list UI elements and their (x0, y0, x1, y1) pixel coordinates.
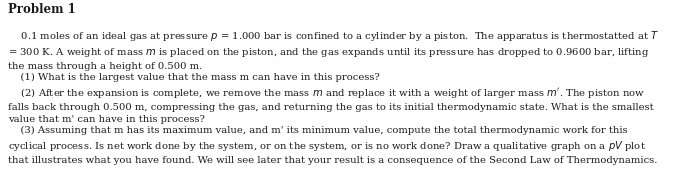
Text: Problem 1: Problem 1 (8, 3, 76, 16)
Text: 0.1 moles of an ideal gas at pressure $p$ = 1.000 bar is confined to a cylinder : 0.1 moles of an ideal gas at pressure $p… (8, 29, 659, 165)
